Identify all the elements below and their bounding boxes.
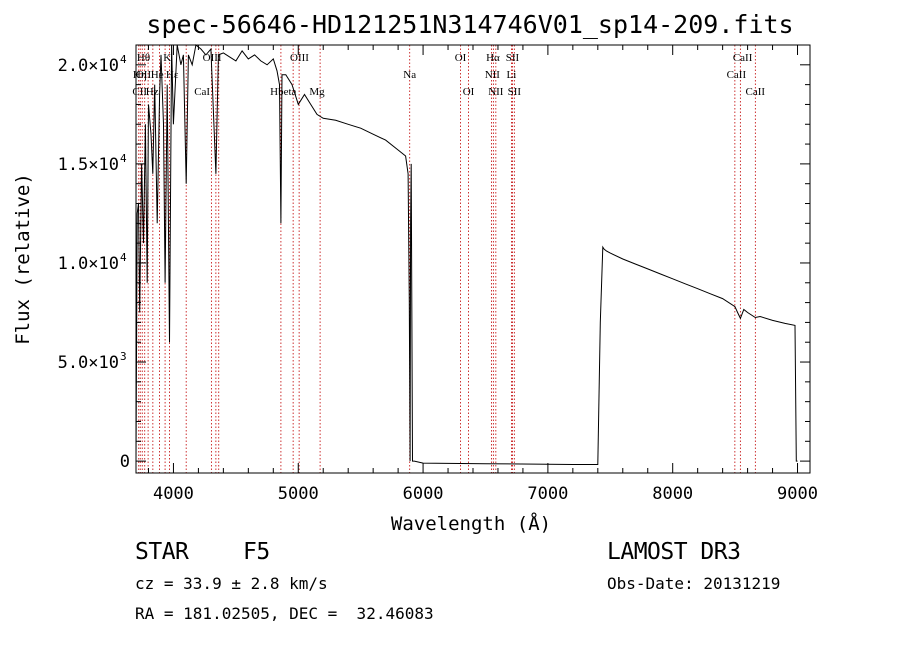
y-tick-label: 2.0×10 <box>58 56 119 76</box>
line-annotation: Na <box>403 69 416 81</box>
plot-frame <box>135 44 811 474</box>
y-axis-label: Flux (relative) <box>12 173 34 345</box>
line-annotation: CaI <box>194 86 210 98</box>
spectrum-line <box>135 44 798 465</box>
line-annotation: OIII <box>203 52 222 64</box>
coordinates-text: RA = 181.02505, DEC = 32.46083 <box>135 604 434 623</box>
observation-date: Obs-Date: 20131219 <box>607 574 781 593</box>
line-annotation: SII <box>506 52 520 64</box>
y-tick-exponent: 4 <box>120 53 127 66</box>
x-tick-label: 6000 <box>403 484 444 504</box>
line-annotation: Hθ <box>137 52 150 64</box>
line-annotation: CaII <box>727 69 747 81</box>
y-tick-exponent: 3 <box>120 350 127 363</box>
x-tick-label: 9000 <box>777 484 818 504</box>
x-tick-label: 5000 <box>278 484 319 504</box>
line-annotation: SII <box>508 86 522 98</box>
line-annotation: OIII <box>290 52 309 64</box>
line-annotation: OI <box>463 86 475 98</box>
line-annotation: Hz <box>146 86 159 98</box>
line-annotation: K <box>163 52 171 64</box>
object-class: STAR <box>135 539 189 565</box>
y-tick-label: 1.0×10 <box>58 254 119 274</box>
x-tick-label: 7000 <box>527 484 568 504</box>
x-axis-ticks: 4000 5000 6000 7000 8000 9000 <box>147 45 818 504</box>
y-axis-ticks: 05.0×10 31.0×10 41.5×10 42.0×10 4 <box>58 53 810 472</box>
y-tick-label: 5.0×10 <box>58 353 119 373</box>
line-annotation: OI <box>455 52 467 64</box>
line-annotation: OII <box>136 69 152 81</box>
y-tick-exponent: 4 <box>120 251 127 264</box>
line-annotation: NII <box>488 86 504 98</box>
redshift-text: cz = 33.9 ± 2.8 km/s <box>135 574 328 593</box>
line-annotation: CaII <box>746 86 766 98</box>
x-axis-label: Wavelength (Å) <box>391 512 551 535</box>
line-annotation: Mg <box>309 86 325 98</box>
chart-title: spec-56646-HD121251N314746V01_sp14-209.f… <box>146 10 793 39</box>
line-annotation: CaII <box>733 52 753 64</box>
line-markers <box>138 45 756 473</box>
y-tick-label: 0 <box>120 452 130 472</box>
y-tick-exponent: 4 <box>120 152 127 165</box>
line-annotation: Li <box>507 69 517 81</box>
y-tick-label: 1.5×10 <box>58 155 119 175</box>
line-annotation: NII <box>485 69 501 81</box>
object-subclass: F5 <box>243 539 270 565</box>
x-tick-label: 4000 <box>153 484 194 504</box>
x-tick-label: 8000 <box>652 484 693 504</box>
line-annotation: Hbeta <box>270 86 296 98</box>
line-annotation: Hα <box>486 52 500 64</box>
survey-name: LAMOST DR3 <box>607 539 741 565</box>
